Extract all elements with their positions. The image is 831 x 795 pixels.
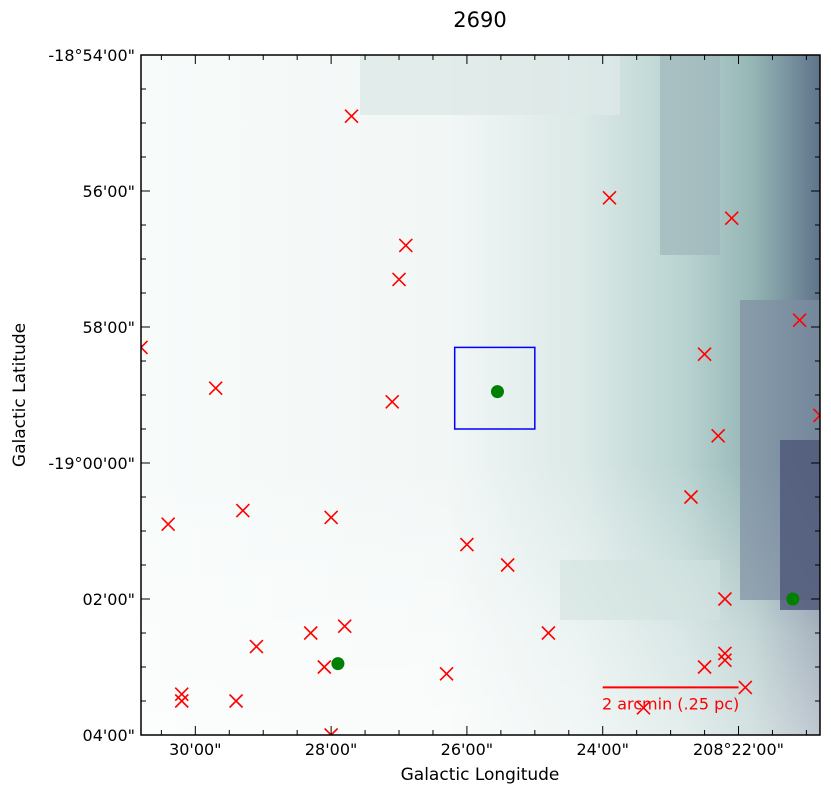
x-marker-stroke [541, 625, 556, 641]
x-marker-stroke [337, 619, 352, 634]
x-marker-stroke [317, 659, 332, 675]
y-axis-label: Galactic Latitude [10, 323, 30, 467]
x-axis-label: Galactic Longitude [401, 765, 560, 785]
source-x-marker [738, 680, 753, 695]
x-marker-stroke [141, 340, 149, 349]
x-marker-stroke [208, 381, 223, 396]
x-marker-stroke [792, 313, 807, 328]
source-x-marker [724, 211, 739, 226]
source-circle-marker [490, 385, 504, 399]
source-x-marker [683, 489, 699, 505]
source-x-marker [717, 653, 733, 668]
scale-bar-label: 2 arcmin (.25 pc) [602, 694, 739, 713]
x-marker-stroke [636, 700, 651, 715]
source-x-marker [697, 659, 712, 675]
y-tick-label: 02'00" [83, 590, 135, 609]
source-x-marker [636, 700, 651, 715]
source-x-marker [812, 408, 820, 423]
source-x-marker [344, 109, 359, 124]
tick-labels: 30'00" 28'00" 26'00" 24'00" 208°22'00" -18°54… [48, 46, 784, 759]
y-tick-label: -18°54'00" [48, 46, 135, 65]
source-x-marker [717, 646, 733, 661]
source-x-marker [174, 687, 189, 702]
x-marker-stroke [161, 517, 176, 532]
x-marker-stroke [385, 394, 400, 409]
chart-title: 2690 [453, 8, 506, 32]
x-marker-stroke [303, 625, 318, 641]
x-marker-stroke [683, 489, 699, 505]
source-x-marker [324, 510, 339, 525]
source-x-marker [303, 625, 318, 641]
x-tick-label: 28'00" [305, 740, 357, 759]
source-x-marker [337, 619, 352, 634]
x-marker-stroke [697, 347, 712, 362]
x-marker-stroke [697, 659, 712, 675]
x-tick-label: 30'00" [169, 740, 221, 759]
x-marker-stroke [344, 109, 359, 124]
x-marker-stroke [500, 557, 515, 573]
x-tick-label: 24'00" [576, 740, 628, 759]
axis-ticks [141, 54, 820, 736]
data-points-layer [141, 109, 820, 735]
y-tick-label: 58'00" [83, 318, 135, 337]
x-marker-stroke [329, 727, 339, 735]
selection-box [453, 346, 536, 430]
source-x-marker [174, 693, 189, 709]
x-marker-stroke [812, 408, 820, 417]
x-marker-stroke [717, 646, 733, 661]
x-marker-stroke [717, 591, 733, 607]
x-marker-stroke [724, 211, 739, 226]
source-x-marker [161, 517, 176, 532]
x-marker-stroke [324, 510, 339, 525]
x-marker-stroke [711, 428, 726, 443]
x-marker-stroke [398, 238, 413, 253]
source-x-marker [398, 238, 413, 253]
source-circle-marker [331, 657, 345, 671]
source-x-marker [317, 659, 332, 675]
source-x-marker [500, 557, 515, 573]
y-tick-label: 56'00" [83, 182, 135, 201]
source-x-marker [235, 503, 250, 518]
x-tick-label: 208°22'00" [693, 740, 784, 759]
source-x-marker [602, 190, 617, 205]
source-x-marker [439, 666, 454, 681]
source-x-marker [541, 625, 556, 641]
y-tick-label: -19°00'00" [48, 454, 135, 473]
source-x-marker [697, 347, 712, 362]
source-x-marker [717, 591, 733, 607]
x-marker-stroke [174, 687, 189, 702]
x-marker-stroke [324, 727, 333, 735]
x-marker-stroke [141, 346, 149, 355]
source-x-marker [711, 428, 726, 443]
x-marker-stroke [228, 693, 244, 709]
x-marker-stroke [738, 680, 753, 695]
x-marker-stroke [174, 693, 189, 709]
x-marker-stroke [602, 190, 617, 205]
source-x-marker [249, 639, 264, 654]
x-marker-stroke [459, 537, 474, 552]
source-x-marker [208, 381, 223, 396]
x-marker-stroke [391, 272, 407, 287]
source-x-marker [324, 727, 339, 735]
x-marker-stroke [235, 503, 250, 518]
x-marker-stroke [439, 666, 454, 681]
x-tick-label: 26'00" [441, 740, 493, 759]
source-x-marker [385, 394, 400, 409]
source-x-marker [459, 537, 474, 552]
y-tick-label: 04'00" [83, 726, 135, 745]
source-x-marker [792, 313, 807, 328]
source-x-marker [391, 272, 407, 287]
x-marker-stroke [717, 653, 733, 668]
source-x-marker [228, 693, 244, 709]
source-x-marker [141, 340, 149, 355]
source-circle-marker [786, 592, 800, 606]
x-marker-stroke [249, 639, 264, 654]
intensity-map [141, 55, 820, 735]
x-marker-stroke [812, 414, 820, 423]
